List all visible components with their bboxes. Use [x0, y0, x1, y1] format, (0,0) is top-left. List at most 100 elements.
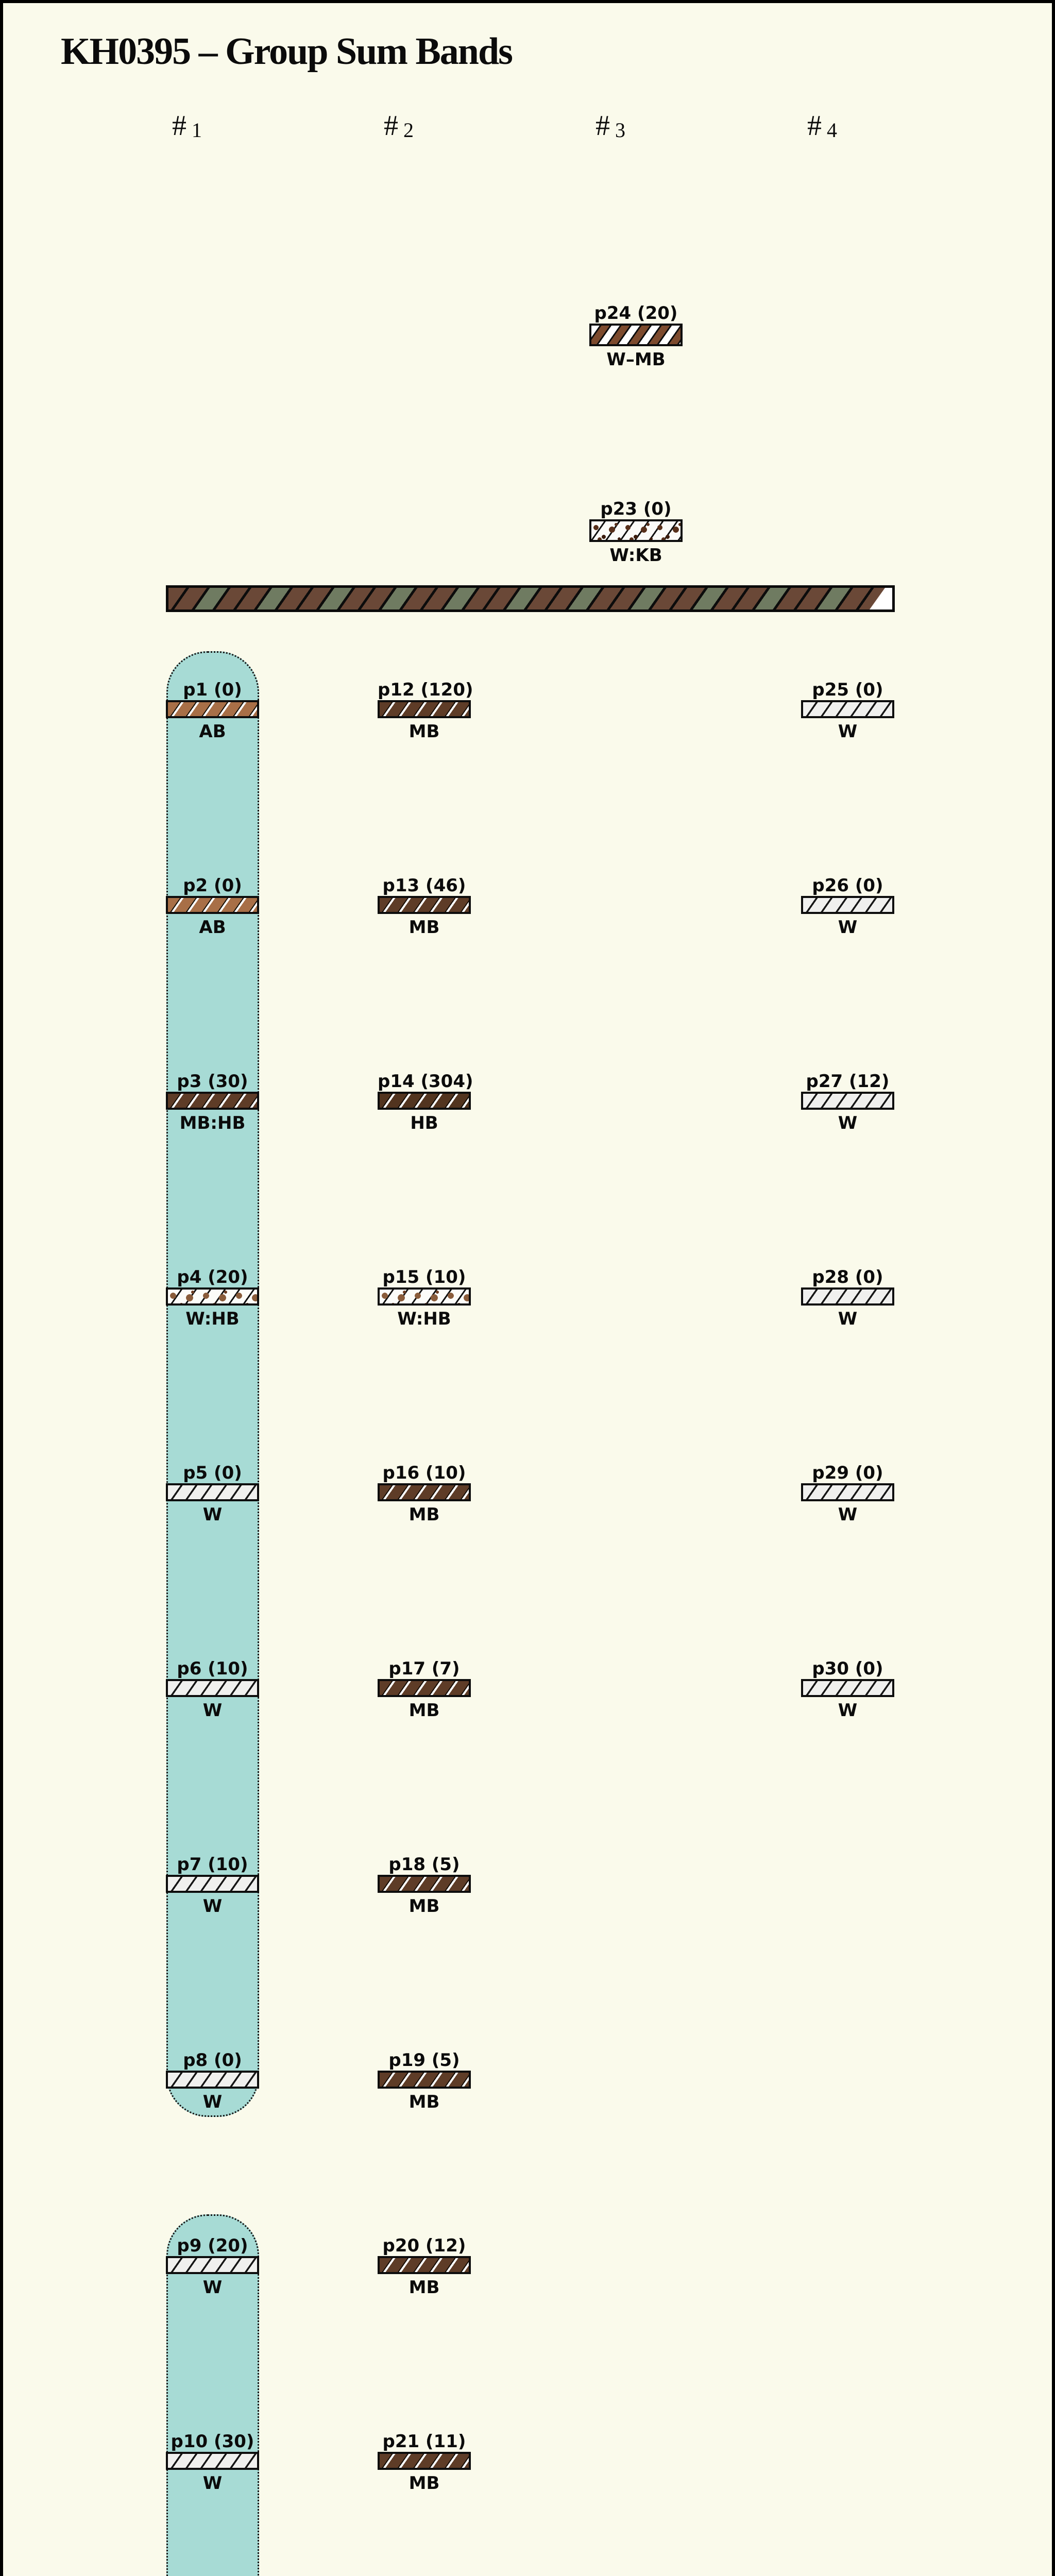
band-unit-p13: p13 (46) MB	[378, 873, 471, 937]
band-code: W	[838, 1113, 858, 1133]
band-bar-p26	[801, 896, 894, 914]
band-unit-p1: p1 (0) AB	[166, 677, 259, 741]
band-bar-p8	[166, 2071, 259, 2089]
band-bar-p30	[801, 1679, 894, 1697]
band-unit-p5: p5 (0) W	[166, 1461, 259, 1524]
band-bar-p25	[801, 700, 894, 718]
band-code: W	[838, 1504, 858, 1525]
band-bar-p6	[166, 1679, 259, 1697]
band-label: p9 (20)	[177, 2235, 248, 2256]
band-bar-p16	[378, 1483, 471, 1501]
band-label: p3 (30)	[177, 1071, 248, 1092]
band-bar-p5	[166, 1483, 259, 1501]
band-label: p20 (12)	[382, 2235, 466, 2256]
band-bar-p23	[589, 519, 683, 542]
band-unit-p8: p8 (0) W	[166, 2048, 259, 2111]
band-label: p8 (0)	[183, 2050, 242, 2071]
band-code: W–MB	[606, 349, 666, 370]
band-label: p1 (0)	[183, 680, 242, 700]
band-unit-p17: p17 (7) MB	[378, 1656, 471, 1720]
band-label: p10 (30)	[171, 2431, 254, 2452]
band-unit-p23: p23 (0) W:KB	[589, 497, 683, 565]
band-label: p13 (46)	[382, 875, 466, 896]
band-code: MB	[409, 721, 440, 742]
band-unit-p21: p21 (11) MB	[378, 2429, 471, 2493]
band-label: p5 (0)	[183, 1463, 242, 1483]
band-unit-p10: p10 (30) W	[166, 2429, 259, 2493]
band-label: p17 (7)	[388, 1658, 460, 1679]
band-bar-p27	[801, 1092, 894, 1110]
band-label: p18 (5)	[388, 1854, 460, 1875]
band-bar-p1	[166, 700, 259, 718]
band-unit-p24: p24 (20) W–MB	[589, 301, 683, 369]
band-unit-p3: p3 (30) MB:HB	[166, 1069, 259, 1132]
band-bar-p28	[801, 1287, 894, 1306]
band-code: MB	[409, 2277, 440, 2298]
band-code: W	[202, 2092, 223, 2112]
band-unit-p7: p7 (10) W	[166, 1852, 259, 1916]
band-code: W	[202, 2473, 223, 2494]
band-unit-p12: p12 (120) MB	[378, 677, 473, 742]
band-code: MB	[409, 1504, 440, 1525]
band-code: HB	[410, 1113, 438, 1133]
band-code: AB	[199, 917, 226, 938]
band-bar-p15	[378, 1287, 471, 1306]
band-unit-p25: p25 (0) W	[801, 677, 894, 741]
band-bar-p19	[378, 2071, 471, 2089]
band-code: MB	[409, 2092, 440, 2112]
band-code: W	[838, 917, 858, 938]
band-code: W	[838, 1309, 858, 1329]
band-unit-p27: p27 (12) W	[801, 1069, 894, 1132]
band-unit-p6: p6 (10) W	[166, 1656, 259, 1720]
band-code: W	[838, 1700, 858, 1721]
band-label: p29 (0)	[812, 1463, 883, 1483]
band-bar-p3	[166, 1092, 259, 1110]
band-unit-p4: p4 (20) W:HB	[166, 1265, 259, 1328]
band-label: p16 (10)	[382, 1463, 466, 1483]
band-code: W:HB	[185, 1309, 240, 1329]
band-label: p25 (0)	[812, 680, 883, 700]
band-bar-p24	[589, 324, 683, 346]
band-unit-p19: p19 (5) MB	[378, 2048, 471, 2111]
band-code: W:HB	[397, 1309, 451, 1329]
band-bar-p4	[166, 1287, 259, 1306]
band-unit-p20: p20 (12) MB	[378, 2233, 471, 2297]
band-code: W	[202, 1700, 223, 1721]
band-unit-p28: p28 (0) W	[801, 1265, 894, 1328]
band-label: p15 (10)	[382, 1267, 466, 1287]
page-title: KH0395 – Group Sum Bands	[61, 30, 513, 73]
band-unit-p26: p26 (0) W	[801, 873, 894, 937]
band-label: p27 (12)	[806, 1071, 890, 1092]
band-label: p23 (0)	[600, 499, 672, 519]
column-header-1: #1	[172, 110, 202, 142]
band-code: MB	[409, 2473, 440, 2494]
band-bar-p9	[166, 2256, 259, 2274]
band-bar-p18	[378, 1875, 471, 1893]
band-code: AB	[199, 721, 226, 742]
band-code: W	[202, 1504, 223, 1525]
band-bar-p7	[166, 1875, 259, 1893]
band-code: W	[202, 2277, 223, 2298]
band-label: p28 (0)	[812, 1267, 883, 1287]
band-unit-p30: p30 (0) W	[801, 1656, 894, 1720]
band-bar-p14	[378, 1092, 471, 1110]
band-code: W	[838, 721, 858, 742]
column-header-3: #3	[595, 110, 625, 142]
band-bar-p20	[378, 2256, 471, 2274]
band-label: p7 (10)	[177, 1854, 248, 1875]
band-bar-p21	[378, 2452, 471, 2470]
column-header-4: #4	[807, 110, 837, 142]
band-code: MB	[409, 917, 440, 938]
band-code: MB	[409, 1896, 440, 1917]
band-bar-p13	[378, 896, 471, 914]
group-capsule-1	[166, 651, 259, 2117]
band-label: p2 (0)	[183, 875, 242, 896]
column-header-2: #2	[384, 110, 414, 142]
band-unit-p15: p15 (10) W:HB	[378, 1265, 471, 1328]
band-code: MB:HB	[179, 1113, 246, 1133]
band-unit-p2: p2 (0) AB	[166, 873, 259, 937]
band-unit-p16: p16 (10) MB	[378, 1461, 471, 1524]
band-bar-p29	[801, 1483, 894, 1501]
band-bar-p10	[166, 2452, 259, 2470]
